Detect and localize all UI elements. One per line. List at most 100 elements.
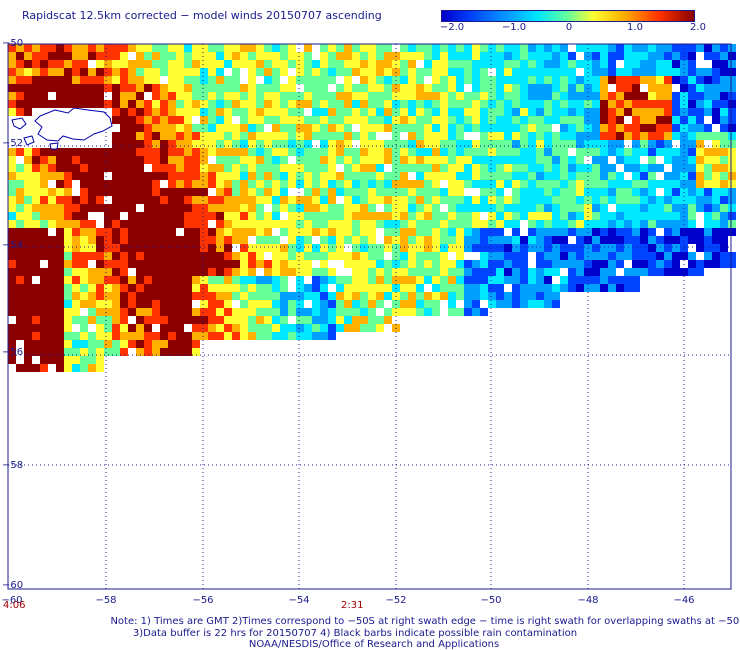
wind-data-cell bbox=[624, 92, 632, 100]
wind-data-cell bbox=[328, 148, 336, 156]
wind-data-cell bbox=[528, 196, 536, 204]
wind-data-cell bbox=[288, 260, 296, 268]
wind-data-cell bbox=[216, 204, 224, 212]
wind-data-cell bbox=[592, 276, 600, 284]
wind-data-cell bbox=[104, 244, 112, 252]
wind-data-cell bbox=[616, 204, 624, 212]
wind-data-cell bbox=[624, 132, 632, 140]
wind-data-cell bbox=[528, 124, 536, 132]
wind-data-cell bbox=[144, 204, 152, 212]
wind-data-cell bbox=[16, 364, 24, 372]
wind-data-cell bbox=[568, 132, 576, 140]
latitude-label: −54 bbox=[2, 240, 24, 251]
wind-data-cell bbox=[72, 276, 80, 284]
wind-data-cell bbox=[560, 284, 568, 292]
wind-data-cell bbox=[456, 172, 464, 180]
wind-data-cell bbox=[520, 92, 528, 100]
wind-data-cell bbox=[216, 228, 224, 236]
wind-data-cell bbox=[600, 124, 608, 132]
wind-data-cell bbox=[216, 316, 224, 324]
wind-data-cell bbox=[152, 60, 160, 68]
wind-data-cell bbox=[184, 284, 192, 292]
wind-data-cell bbox=[632, 164, 640, 172]
wind-data-cell bbox=[256, 300, 264, 308]
wind-data-cell bbox=[696, 68, 704, 76]
wind-data-cell bbox=[24, 44, 32, 52]
wind-data-cell bbox=[224, 244, 232, 252]
wind-data-cell bbox=[576, 196, 584, 204]
wind-data-cell bbox=[376, 180, 384, 188]
wind-data-cell bbox=[200, 324, 208, 332]
wind-data-cell bbox=[344, 324, 352, 332]
wind-data-cell bbox=[320, 132, 328, 140]
wind-data-cell bbox=[64, 236, 72, 244]
wind-data-cell bbox=[400, 188, 408, 196]
wind-data-cell bbox=[104, 212, 112, 220]
wind-data-cell bbox=[624, 108, 632, 116]
wind-data-cell bbox=[248, 140, 256, 148]
wind-data-cell bbox=[488, 212, 496, 220]
wind-data-cell bbox=[320, 60, 328, 68]
wind-data-cell bbox=[32, 180, 40, 188]
wind-data-cell bbox=[72, 52, 80, 60]
wind-data-cell bbox=[112, 324, 120, 332]
wind-data-cell bbox=[672, 212, 680, 220]
wind-data-cell bbox=[688, 92, 696, 100]
wind-data-cell bbox=[384, 108, 392, 116]
wind-data-cell bbox=[264, 236, 272, 244]
wind-data-cell bbox=[280, 228, 288, 236]
wind-data-cell bbox=[720, 196, 728, 204]
wind-data-cell bbox=[112, 92, 120, 100]
wind-data-cell bbox=[96, 196, 104, 204]
wind-data-cell bbox=[240, 276, 248, 284]
wind-data-cell bbox=[608, 60, 616, 68]
wind-data-cell bbox=[352, 276, 360, 284]
wind-data-cell bbox=[616, 140, 624, 148]
wind-data-cell bbox=[280, 284, 288, 292]
wind-data-cell bbox=[576, 84, 584, 92]
wind-data-cell bbox=[280, 204, 288, 212]
wind-data-cell bbox=[256, 92, 264, 100]
wind-data-cell bbox=[248, 100, 256, 108]
wind-data-cell bbox=[672, 164, 680, 172]
wind-data-cell bbox=[120, 76, 128, 84]
wind-data-cell bbox=[656, 92, 664, 100]
wind-data-cell bbox=[672, 228, 680, 236]
wind-data-cell bbox=[720, 124, 728, 132]
wind-data-cell bbox=[136, 180, 144, 188]
wind-data-cell bbox=[104, 148, 112, 156]
wind-data-cell bbox=[616, 68, 624, 76]
wind-data-cell bbox=[568, 84, 576, 92]
wind-data-cell bbox=[360, 220, 368, 228]
wind-data-cell bbox=[136, 268, 144, 276]
wind-data-cell bbox=[344, 212, 352, 220]
wind-data-cell bbox=[80, 100, 88, 108]
wind-data-cell bbox=[400, 140, 408, 148]
wind-data-cell bbox=[8, 332, 16, 340]
wind-data-cell bbox=[272, 180, 280, 188]
wind-data-cell bbox=[176, 212, 184, 220]
wind-data-cell bbox=[160, 196, 168, 204]
wind-data-cell bbox=[632, 276, 640, 284]
wind-data-cell bbox=[120, 228, 128, 236]
wind-data-cell bbox=[464, 308, 472, 316]
wind-data-cell bbox=[408, 60, 416, 68]
longitude-label: −50 bbox=[480, 595, 502, 606]
wind-data-cell bbox=[696, 188, 704, 196]
wind-data-cell bbox=[472, 284, 480, 292]
wind-data-cell bbox=[136, 116, 144, 124]
wind-data-cell bbox=[24, 188, 32, 196]
wind-data-cell bbox=[120, 164, 128, 172]
wind-data-cell bbox=[416, 108, 424, 116]
wind-data-cell bbox=[216, 276, 224, 284]
wind-data-cell bbox=[304, 188, 312, 196]
wind-data-cell bbox=[240, 124, 248, 132]
wind-data-cell bbox=[648, 196, 656, 204]
wind-data-cell bbox=[144, 220, 152, 228]
wind-data-cell bbox=[56, 76, 64, 84]
wind-data-cell bbox=[568, 188, 576, 196]
wind-data-cell bbox=[88, 316, 96, 324]
wind-data-cell bbox=[496, 300, 504, 308]
wind-data-cell bbox=[208, 236, 216, 244]
wind-data-cell bbox=[592, 44, 600, 52]
